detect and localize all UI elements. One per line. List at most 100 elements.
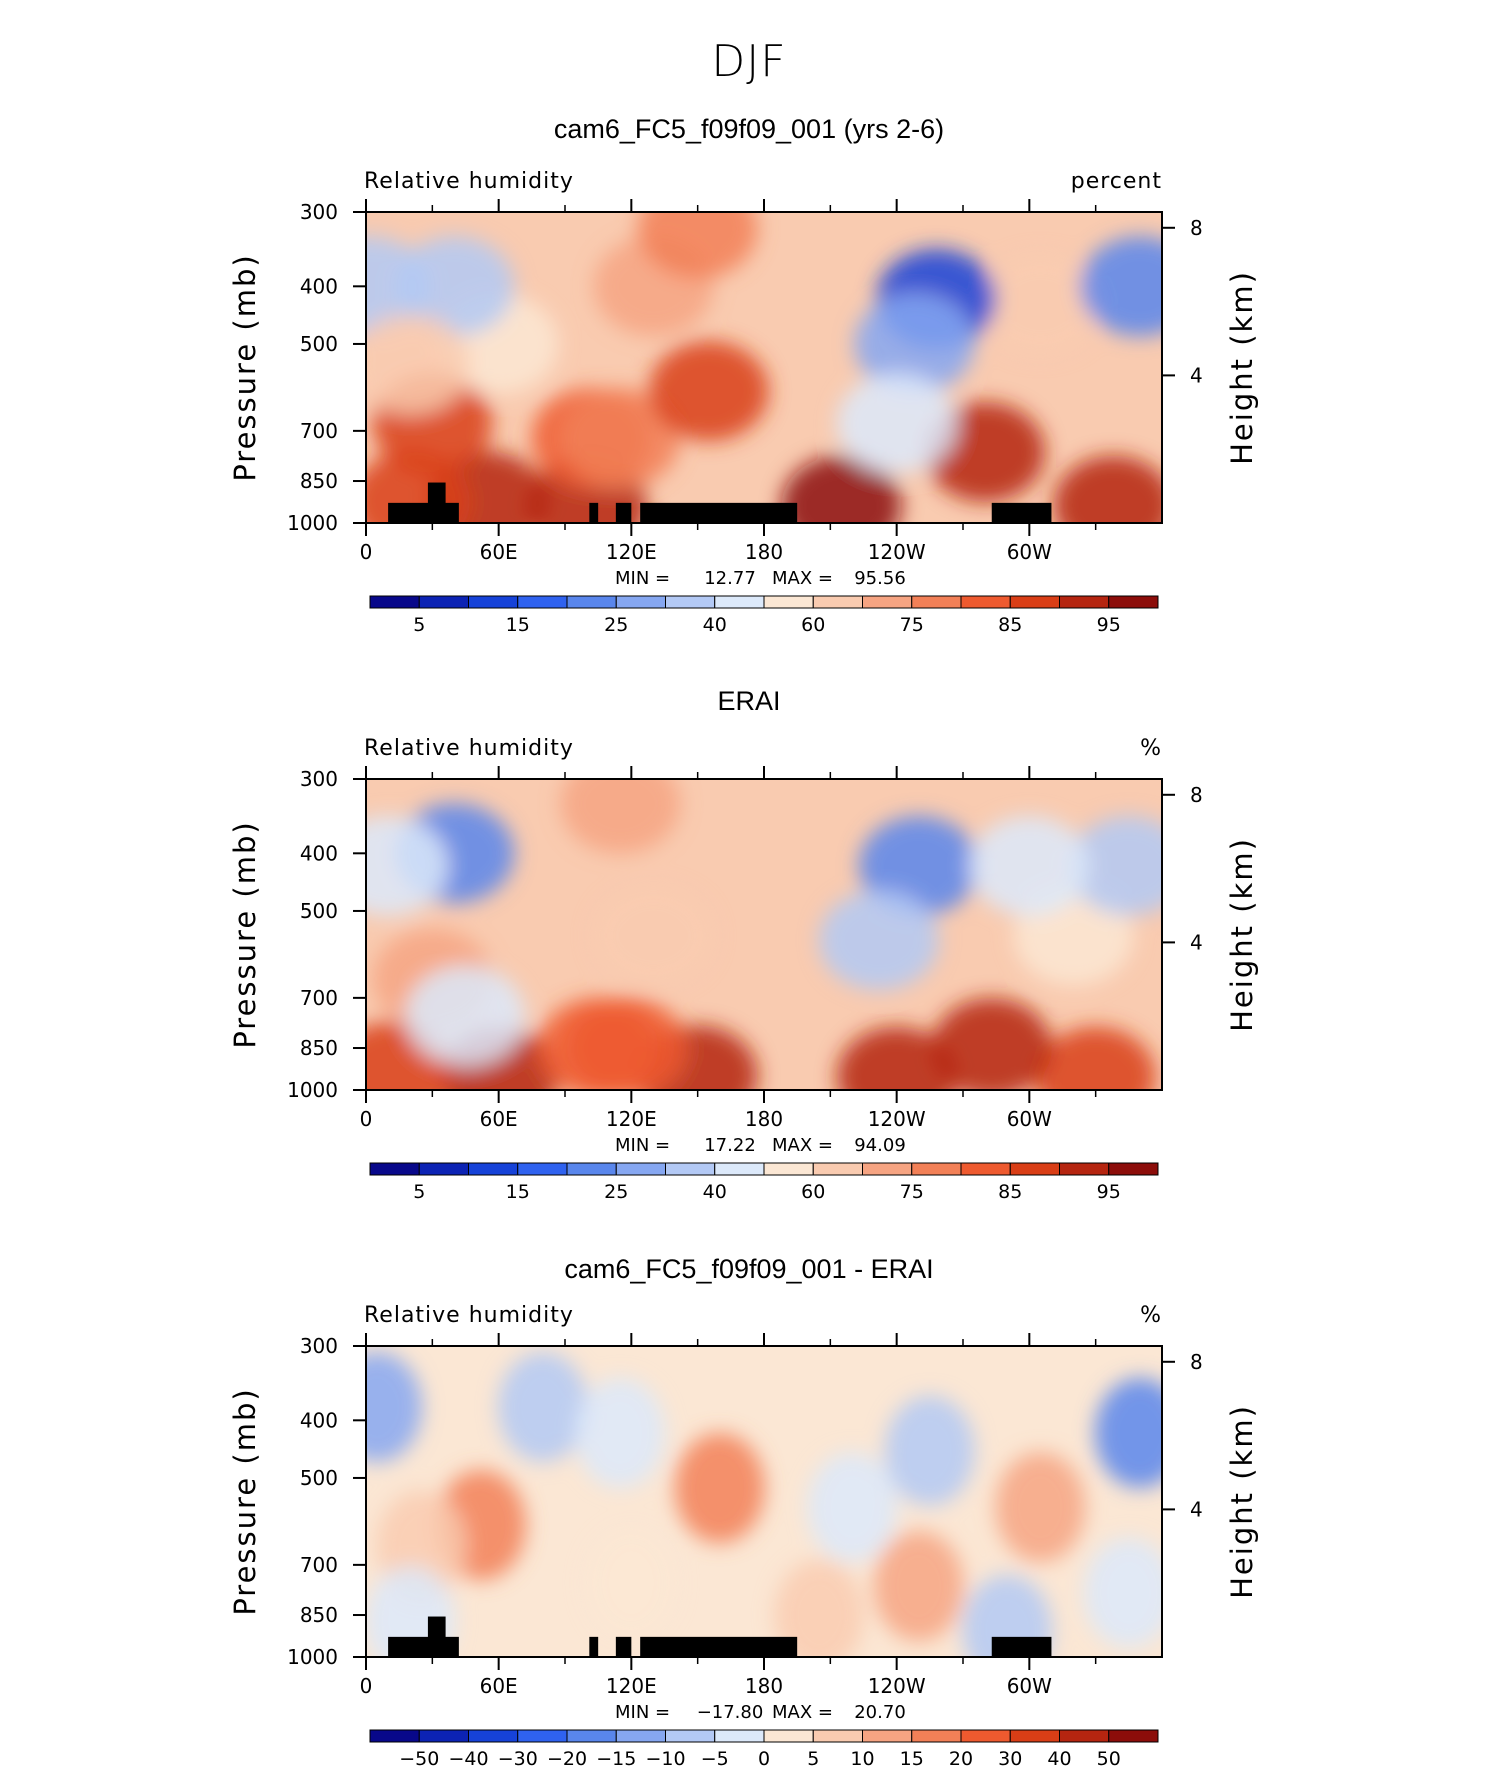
field-feature-3 [1035,1026,1156,1090]
y-axis-title: Pressure (mb) [228,253,262,481]
units-label: percent [1071,169,1162,194]
colorbar-swatch [1108,595,1159,609]
field-feature-6 [586,1527,677,1638]
colorbar-swatch [812,1162,863,1176]
colorbar-label: −5 [701,1748,729,1770]
x-tick-label: 120E [606,540,657,564]
colorbar-swatch [517,1162,568,1176]
y2-axis-title: Height (km) [1225,270,1259,465]
colorbar-label: 60 [801,1181,825,1203]
field-feature-16 [836,373,957,474]
field-feature-11 [884,1395,975,1506]
y-tick-label: 850 [300,469,338,493]
field-feature-11 [637,212,758,279]
y2-axis-title: Height (km) [1225,1404,1259,1599]
y-tick-label: 1000 [287,511,338,535]
x-tick-label: 120E [606,1107,657,1131]
max-value: 94.09 [854,1135,906,1156]
field-feature-8 [560,388,681,489]
field-feature-13 [980,254,1101,355]
y-tick-label: 1000 [287,1645,338,1669]
colorbar-swatch [566,595,617,609]
y-tick-label: 500 [300,899,338,923]
colorbar-swatch [911,1729,962,1743]
colorbar-label: 5 [807,1748,819,1770]
y2-tick-label: 4 [1190,1497,1203,1521]
colorbar-swatch [960,595,1011,609]
x-tick-label: 120W [868,540,926,564]
colorbar-label: 40 [703,614,727,636]
topography-mask-1 [427,1616,446,1657]
field-feature-5 [774,1560,865,1657]
variable-label: Relative humidity [364,169,574,194]
y-tick-label: 300 [300,767,338,791]
colorbar-swatch [714,595,765,609]
field-feature-12 [575,1377,666,1488]
colorbar-swatch [1059,595,1110,609]
colorbar-label: 20 [949,1748,973,1770]
colorbar-label: −30 [498,1748,538,1770]
colorbar-swatch [812,595,863,609]
colorbar-label: 25 [604,614,628,636]
contour-field [366,1346,1162,1657]
colorbar-label: −20 [547,1748,587,1770]
x-tick-label: 60E [480,1674,518,1698]
colorbar-label: 10 [850,1748,874,1770]
colorbar-swatch [517,1729,568,1743]
colorbar-label: 40 [703,1181,727,1203]
field-feature-8 [366,1352,423,1463]
y2-tick-label: 4 [1190,930,1203,954]
max-value: 20.70 [854,1702,906,1723]
colorbar-label: −15 [596,1748,636,1770]
field-feature-7 [566,998,687,1090]
x-tick-label: 0 [360,1107,373,1131]
field-feature-17 [969,815,1090,916]
colorbar-swatch [369,1162,420,1176]
colorbar-swatch [665,595,716,609]
field-feature-16 [1068,815,1162,916]
y-tick-label: 850 [300,1036,338,1060]
topography-mask-2 [589,502,599,523]
x-tick-label: 60E [480,540,518,564]
contour-field [366,779,1162,1090]
y-tick-label: 400 [300,841,338,865]
colorbar-swatch [615,1162,666,1176]
min-label: MIN = [615,568,670,589]
colorbar-label: 40 [1047,1748,1071,1770]
field-feature-2 [836,1026,957,1090]
y2-tick-label: 4 [1190,363,1203,387]
topography-mask-2 [589,1636,599,1657]
topography-mask-3 [615,1636,632,1657]
colorbar-swatch [911,595,962,609]
colorbar-label: 85 [998,1181,1022,1203]
field-feature-1 [781,455,902,523]
colorbar-label: 75 [900,1181,924,1203]
colorbar-swatch [1059,1162,1110,1176]
topography-mask-4 [640,502,798,523]
colorbar-label: 5 [413,614,425,636]
x-tick-label: 120E [606,1674,657,1698]
colorbar-swatch [615,595,666,609]
colorbar-swatch [1009,1729,1060,1743]
x-tick-label: 180 [745,1674,783,1698]
colorbar-swatch [960,1729,1011,1743]
colorbar-label: 95 [1097,614,1121,636]
x-tick-label: 0 [360,1674,373,1698]
field-feature-4 [873,1531,964,1642]
topography-mask-1 [427,482,446,523]
field-feature-13 [818,890,939,991]
panel-3-title: cam6_FC5_f09f09_001 - ERAI [564,1254,934,1284]
colorbar-label: −40 [448,1748,488,1770]
y-tick-label: 400 [300,274,338,298]
colorbar-label: 85 [998,614,1022,636]
colorbar-swatch [468,1729,519,1743]
x-tick-label: 60W [1007,1674,1052,1698]
topography-mask-3 [615,502,632,523]
colorbar-label: 5 [413,1181,425,1203]
y2-tick-label: 8 [1190,783,1203,807]
colorbar-swatch [763,1162,814,1176]
field-feature-3 [995,1452,1086,1563]
topography-mask-0 [388,1636,459,1657]
max-label: MAX = [772,1135,833,1156]
